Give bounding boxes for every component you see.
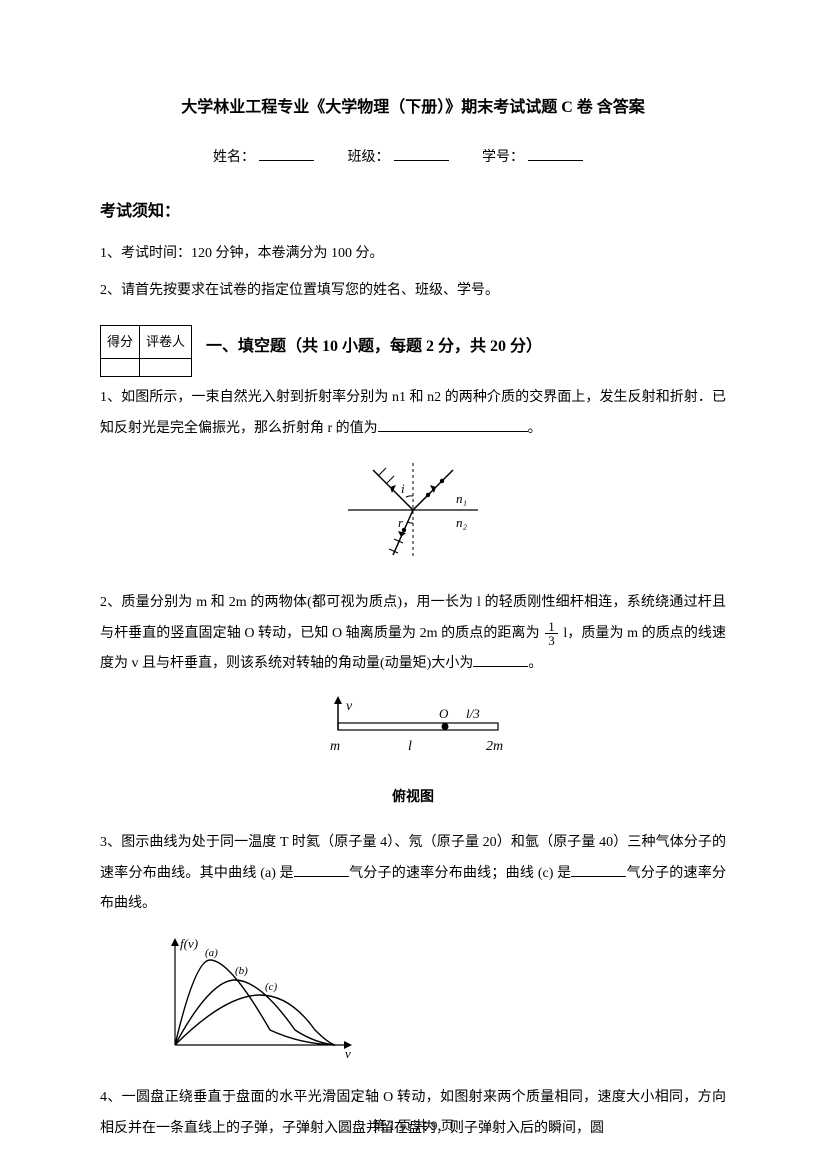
label-i: i <box>401 481 405 496</box>
section-1-title: 一、填空题（共 10 小题，每题 2 分，共 20 分） <box>100 313 726 364</box>
diagram-2-caption: 俯视图 <box>100 783 726 814</box>
name-label: 姓名： <box>213 150 255 165</box>
diagram-2: v O l/3 m l 2m <box>100 690 726 773</box>
label-l3: l/3 <box>466 706 480 721</box>
instruction-1: 1、考试时间：120 分钟，本卷满分为 100 分。 <box>100 239 726 270</box>
label-v: v <box>346 699 353 714</box>
name-blank[interactable] <box>259 160 314 161</box>
q3-blank-2[interactable] <box>571 876 626 877</box>
fraction-1-3: 13 <box>545 620 558 647</box>
grader-cell[interactable] <box>140 359 192 377</box>
question-3: 3、图示曲线为处于同一温度 T 时氦（原子量 4）、氖（原子量 20）和氩（原子… <box>100 828 726 920</box>
instruction-2: 2、请首先按要求在试卷的指定位置填写您的姓名、班级、学号。 <box>100 276 726 307</box>
class-blank[interactable] <box>394 160 449 161</box>
id-label: 学号： <box>482 150 524 165</box>
label-a: (a) <box>205 947 218 959</box>
label-n2: n₂ <box>456 515 468 530</box>
q3-part2: 气分子的速率分布曲线；曲线 (c) 是 <box>349 866 572 881</box>
score-header-score: 得分 <box>101 325 140 359</box>
exam-title: 大学林业工程专业《大学物理（下册）》期末考试试题 C 卷 含答案 <box>100 90 726 125</box>
q1-blank[interactable] <box>378 431 528 432</box>
label-fv: f(v) <box>180 936 198 951</box>
label-O: O <box>439 706 449 721</box>
label-m: m <box>330 739 340 754</box>
page-footer: 第 1 页 共 9 页 <box>0 1112 826 1141</box>
label-c: (c) <box>265 981 278 993</box>
diagram-1: i r n₁ n₂ <box>100 455 726 578</box>
label-b: (b) <box>235 965 248 977</box>
class-label: 班级： <box>348 150 390 165</box>
notice-heading: 考试须知： <box>100 194 726 229</box>
question-2: 2、质量分别为 m 和 2m 的两物体(都可视为质点)，用一长为 l 的轻质刚性… <box>100 588 726 680</box>
q3-blank-1[interactable] <box>294 876 349 877</box>
label-l: l <box>408 739 412 754</box>
q1-suffix: 。 <box>528 421 542 436</box>
question-1: 1、如图所示，一束自然光入射到折射率分别为 n1 和 n2 的两种介质的交界面上… <box>100 383 726 445</box>
diagram-3: f(v) v (a) (b) (c) <box>100 930 726 1073</box>
q2-suffix: 。 <box>528 656 542 671</box>
label-v-axis: v <box>345 1046 351 1060</box>
label-n1: n₁ <box>456 491 467 506</box>
score-header-grader: 评卷人 <box>140 325 192 359</box>
label-r: r <box>398 515 404 530</box>
label-2m: 2m <box>486 739 503 754</box>
q2-blank[interactable] <box>473 666 528 667</box>
id-blank[interactable] <box>528 160 583 161</box>
q1-text: 1、如图所示，一束自然光入射到折射率分别为 n1 和 n2 的两种介质的交界面上… <box>100 390 726 436</box>
score-cell[interactable] <box>101 359 140 377</box>
student-info-line: 姓名： 班级： 学号： <box>100 143 726 174</box>
score-table: 得分 评卷人 <box>100 325 192 378</box>
